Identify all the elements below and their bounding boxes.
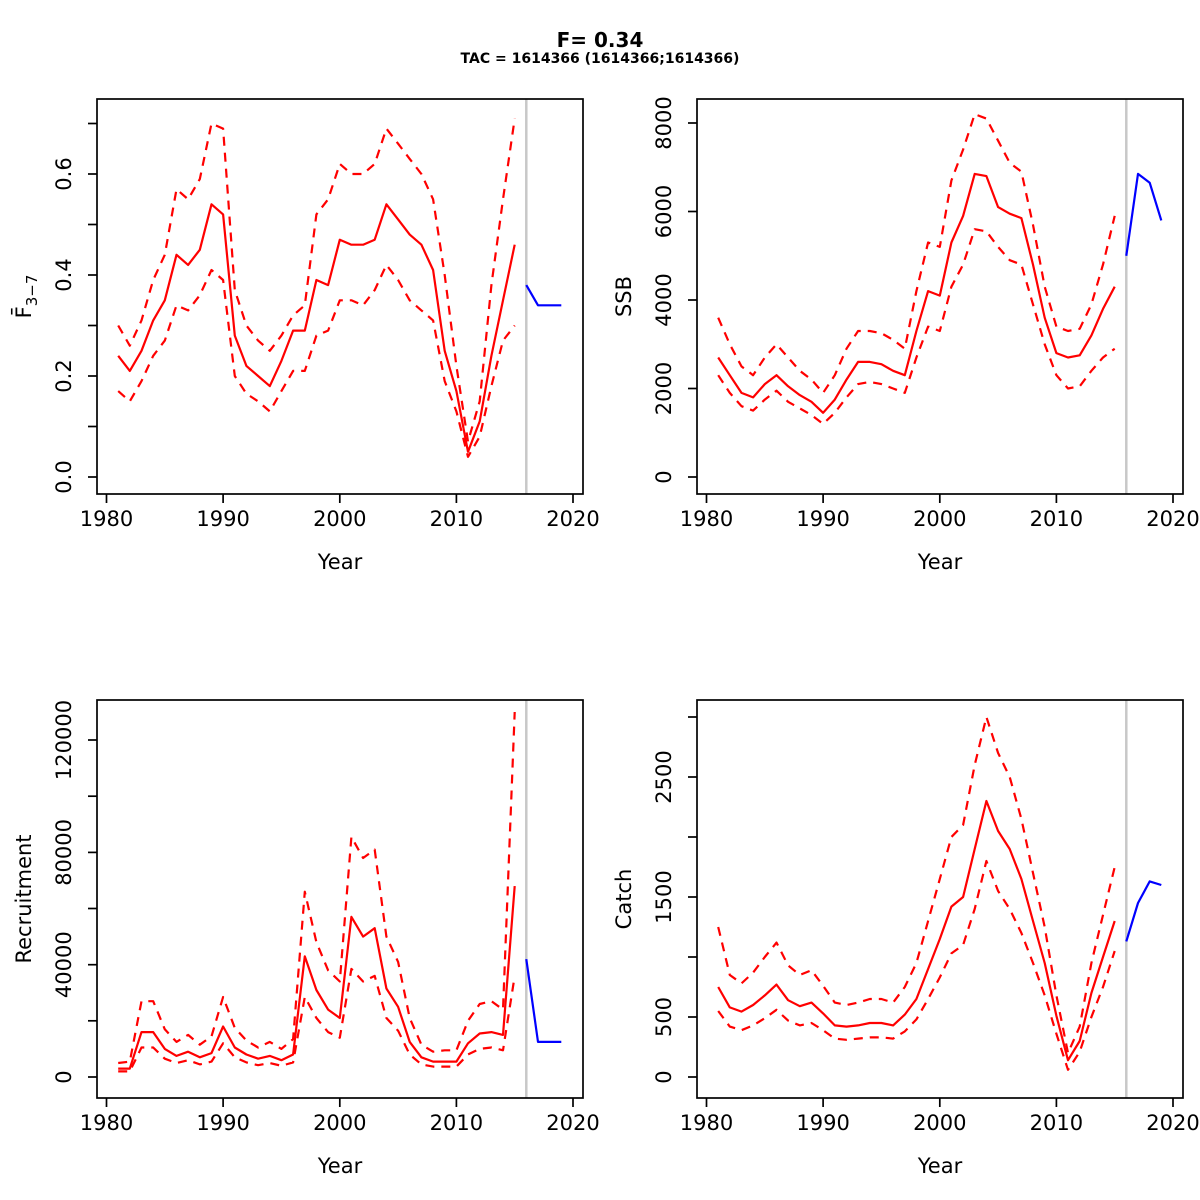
fbar-x-tick-label: 1990 — [196, 507, 249, 531]
catch-y-tick-label: 0 — [652, 1070, 676, 1083]
fbar-x-tick-label: 2000 — [313, 507, 366, 531]
ssb-y-tick-label: 2000 — [652, 362, 676, 415]
catch-plot-box — [696, 699, 1184, 1099]
recruitment-y-tick-label: 120000 — [52, 700, 76, 780]
figure-subtitle: TAC = 1614366 (1614366;1614366) — [460, 51, 740, 67]
recruitment-lower-ci-line — [118, 967, 516, 1073]
ssb-x-tick-label: 2010 — [1030, 507, 1083, 531]
panel-recruitment: 1980 1990 2000 2010 2020 Year 0 40000 80000 12000… — [12, 699, 600, 1178]
fbar-median-line — [117, 203, 516, 453]
fbar-x-tick-label: 2020 — [546, 507, 599, 531]
fbar-y-tick-label: 0.4 — [52, 258, 76, 291]
catch-x-tick-label: 1980 — [680, 1111, 733, 1135]
recruitment-forecast-line — [525, 958, 562, 1044]
ssb-x-tick-label: 1980 — [680, 507, 733, 531]
catch-x-axis-title: Year — [917, 1154, 963, 1178]
ssb-y-tick-label: 8000 — [652, 96, 676, 149]
fbar-upper-ci-line — [117, 118, 516, 443]
catch-y-tick-label: 500 — [652, 997, 676, 1037]
ssb-x-tick-label: 1990 — [796, 507, 849, 531]
recruitment-y-tick-label: 0 — [52, 1070, 76, 1083]
ssb-forecast-line — [1125, 172, 1163, 256]
fbar-y-tick-label: 0.0 — [52, 460, 76, 493]
recruitment-y-axis-title: Recruitment — [12, 834, 36, 963]
catch-y-tick-label: 1500 — [652, 870, 676, 923]
fbar-lower-ci-line — [117, 263, 516, 458]
fbar-x-tick-label: 2010 — [430, 507, 483, 531]
recruitment-x-tick-label: 2000 — [313, 1111, 366, 1135]
recruitment-x-tick-label: 1990 — [196, 1111, 249, 1135]
panel-catch: 1980 1990 2000 2010 2020 Year 0 500 1500 2500 Catc… — [612, 699, 1200, 1178]
fbar-x-axis-title: Year — [317, 550, 363, 574]
recruitment-y-tick-label: 80000 — [52, 819, 76, 886]
ssb-x-tick-label: 2000 — [913, 507, 966, 531]
ssb-lower-ci-line — [717, 228, 1116, 425]
recruitment-x-tick-label: 1980 — [80, 1111, 133, 1135]
recruitment-y-tick-label: 40000 — [52, 931, 76, 998]
catch-y-tick-label: 2500 — [652, 750, 676, 803]
fbar-y-axis-title: F̄3−7 — [11, 275, 41, 319]
catch-median-line — [717, 799, 1116, 1062]
recruitment-x-axis-title: Year — [317, 1154, 363, 1178]
catch-forecast-line — [1125, 880, 1162, 942]
recruitment-x-tick-label: 2010 — [430, 1111, 483, 1135]
fbar-forecast-line — [525, 284, 562, 307]
ssb-y-tick-label: 4000 — [652, 273, 676, 326]
catch-x-tick-label: 2020 — [1146, 1111, 1199, 1135]
catch-x-tick-label: 2000 — [913, 1111, 966, 1135]
recruitment-median-line — [118, 886, 516, 1070]
recruitment-x-tick-label: 2020 — [546, 1111, 599, 1135]
ssb-y-tick-label: 0 — [652, 470, 676, 483]
fbar-x-tick-label: 1980 — [80, 507, 133, 531]
figure-title: F= 0.34 — [556, 28, 644, 52]
catch-upper-ci-line — [717, 715, 1116, 1055]
catch-x-tick-label: 2010 — [1030, 1111, 1083, 1135]
catch-y-axis-title: Catch — [612, 869, 636, 930]
fbar-y-tick-label: 0.6 — [52, 157, 76, 190]
ssb-x-tick-label: 2020 — [1146, 507, 1199, 531]
catch-x-tick-label: 1990 — [796, 1111, 849, 1135]
fbar-y-tick-label: 0.2 — [52, 359, 76, 392]
ssb-upper-ci-line — [717, 113, 1116, 394]
ssb-x-axis-title: Year — [917, 550, 963, 574]
catch-lower-ci-line — [717, 859, 1116, 1071]
recruitment-upper-ci-line — [118, 711, 516, 1065]
panel-fbar: 1980 1990 2000 2010 2020 Year 0.0 0.2 0.4 0.6 F̄3−… — [11, 98, 600, 574]
ssb-median-line — [717, 172, 1116, 414]
ssb-y-tick-label: 6000 — [652, 185, 676, 238]
ssb-y-axis-title: SSB — [612, 276, 636, 317]
panel-ssb: 1980 1990 2000 2010 2020 Year 0 2000 4000 6000 800… — [612, 96, 1200, 574]
fbar-plot-box — [96, 98, 584, 495]
